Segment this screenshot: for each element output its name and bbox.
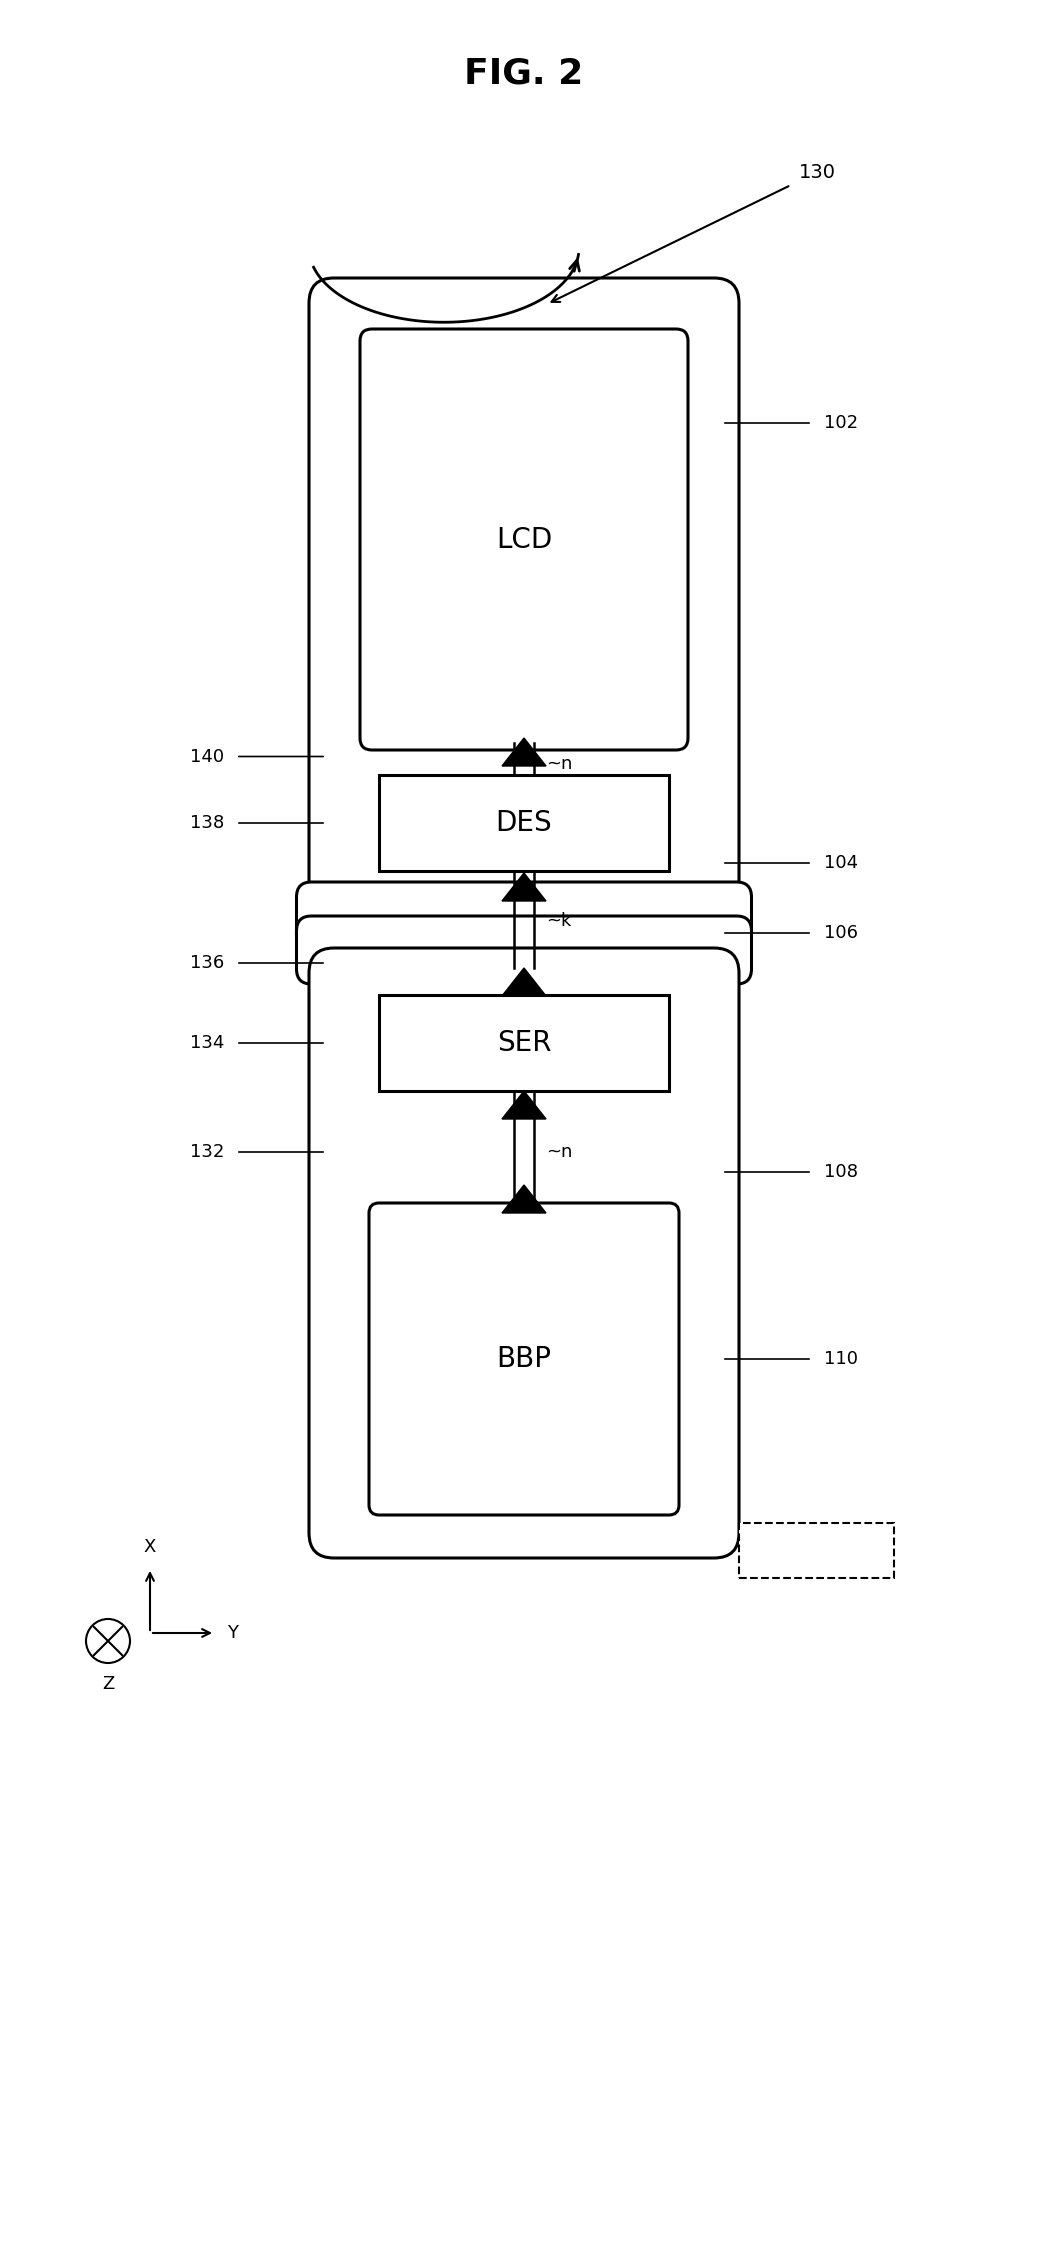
FancyBboxPatch shape [361, 329, 687, 750]
Polygon shape [502, 872, 546, 901]
Text: 108: 108 [824, 1163, 858, 1181]
Text: 136: 136 [190, 953, 224, 971]
Text: X: X [144, 1539, 156, 1557]
Polygon shape [502, 969, 546, 996]
Text: Z: Z [102, 1674, 114, 1692]
Text: 106: 106 [824, 924, 858, 942]
FancyBboxPatch shape [379, 775, 669, 872]
Text: SER: SER [497, 1030, 551, 1057]
Text: DES: DES [496, 809, 552, 838]
Text: ~k: ~k [546, 912, 571, 930]
FancyBboxPatch shape [379, 996, 669, 1090]
Text: ~n: ~n [546, 755, 572, 773]
Text: 138: 138 [190, 813, 224, 831]
Text: BBP: BBP [497, 1345, 551, 1372]
Text: 102: 102 [824, 415, 858, 433]
Text: 132: 132 [190, 1142, 224, 1160]
Text: 110: 110 [824, 1350, 858, 1368]
FancyBboxPatch shape [297, 917, 751, 985]
Text: 130: 130 [799, 164, 836, 182]
FancyBboxPatch shape [369, 1203, 679, 1514]
Polygon shape [502, 739, 546, 766]
Text: LCD: LCD [496, 525, 552, 554]
Text: 134: 134 [190, 1034, 224, 1052]
Text: Y: Y [227, 1624, 238, 1642]
FancyBboxPatch shape [297, 881, 751, 951]
Text: 140: 140 [190, 748, 224, 766]
Text: FIG. 2: FIG. 2 [464, 56, 584, 90]
Polygon shape [502, 1185, 546, 1212]
Bar [739, 1523, 894, 1577]
FancyBboxPatch shape [309, 949, 739, 1559]
Text: ~n: ~n [546, 1142, 572, 1160]
Polygon shape [502, 1090, 546, 1120]
Text: 104: 104 [824, 854, 858, 872]
FancyBboxPatch shape [309, 277, 739, 917]
Text: k<n: k<n [799, 1541, 835, 1559]
